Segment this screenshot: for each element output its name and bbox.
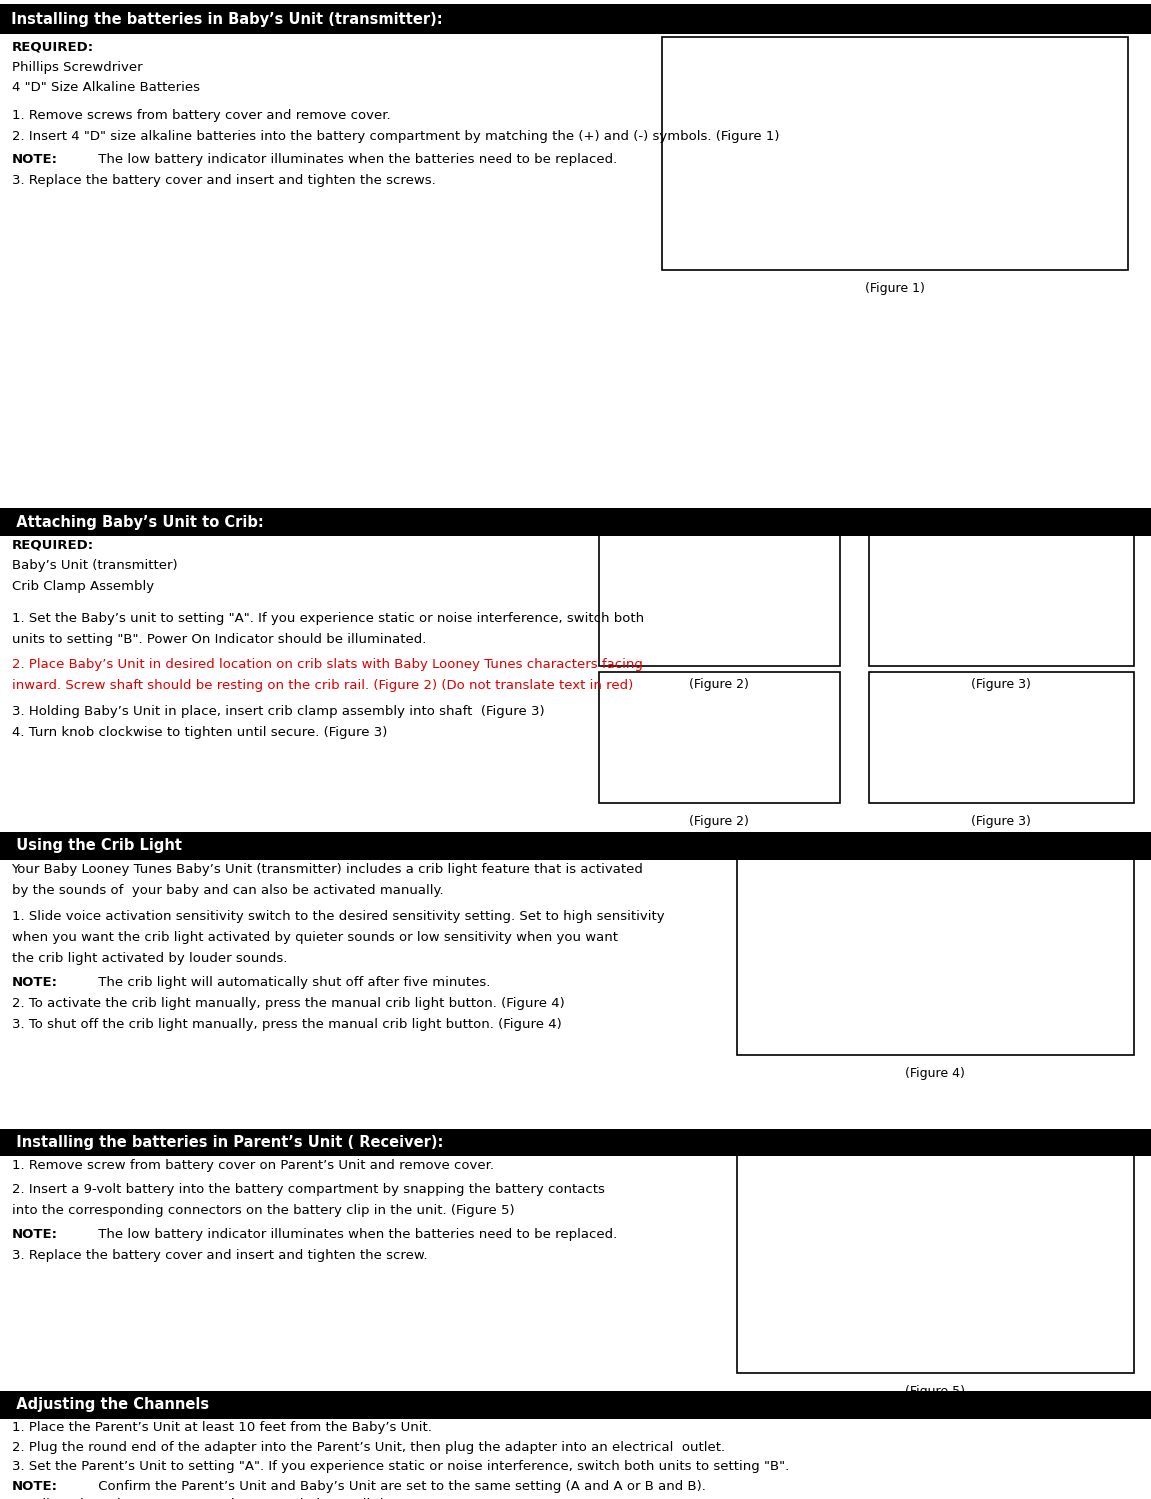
Text: Installing the batteries in Parent’s Unit ( Receiver):: Installing the batteries in Parent’s Uni… [6,1135,443,1150]
Text: REQUIRED:: REQUIRED: [12,538,93,552]
Bar [0,832,1151,860]
Text: NOTE:: NOTE: [12,976,58,989]
Text: 1. Remove screws from battery cover and remove cover.: 1. Remove screws from battery cover and … [12,109,390,123]
Text: Adjusting the Channels: Adjusting the Channels [6,1397,208,1412]
Text: 2. Insert 4 "D" size alkaline batteries into the battery compartment by matching: 2. Insert 4 "D" size alkaline batteries … [12,130,779,144]
Text: (Figure 4): (Figure 4) [905,1067,966,1081]
Text: 1. Slide voice activation sensitivity switch to the desired sensitivity setting.: 1. Slide voice activation sensitivity sw… [12,910,664,923]
Text: inward. Screw shaft should be resting on the crib rail. (Figure 2) (Do not trans: inward. Screw shaft should be resting on… [12,679,633,693]
Text: 1. Place the Parent’s Unit at least 10 feet from the Baby’s Unit.: 1. Place the Parent’s Unit at least 10 f… [12,1421,432,1435]
Text: 1. Set the Baby’s unit to setting "A". If you experience static or noise interfe: 1. Set the Baby’s unit to setting "A". I… [12,612,643,625]
Text: (Figure 2): (Figure 2) [689,678,749,691]
Bar [599,516,840,666]
Text: NOTE:: NOTE: [12,1228,58,1241]
Bar [869,672,1134,803]
Text: 3. Replace the battery cover and insert and tighten the screws.: 3. Replace the battery cover and insert … [12,174,435,187]
Text: by the sounds of  your baby and can also be activated manually.: by the sounds of your baby and can also … [12,884,443,898]
Text: NOTE:: NOTE: [12,153,58,166]
Text: 2. Insert a 9-volt battery into the battery compartment by snapping the battery : 2. Insert a 9-volt battery into the batt… [12,1183,604,1196]
Text: when you want the crib light activated by quieter sounds or low sensitivity when: when you want the crib light activated b… [12,931,617,944]
Bar [0,508,1151,537]
Bar [737,839,1134,1055]
Text: 3. Set the Parent’s Unit to setting "A". If you experience static or noise inter: 3. Set the Parent’s Unit to setting "A".… [12,1460,788,1474]
Text: REQUIRED:: REQUIRED: [12,40,93,54]
Text: 3. Replace the battery cover and insert and tighten the screw.: 3. Replace the battery cover and insert … [12,1249,427,1262]
Text: (Figure 3): (Figure 3) [971,678,1031,691]
Text: Crib Clamp Assembly: Crib Clamp Assembly [12,580,153,594]
Text: The low battery indicator illuminates when the batteries need to be replaced.: The low battery indicator illuminates wh… [94,1228,618,1241]
Text: Phillips Screwdriver: Phillips Screwdriver [12,61,142,75]
Bar [869,516,1134,666]
Text: NOTE:: NOTE: [12,1480,58,1493]
Text: Installing the batteries in Baby’s Unit (transmitter):: Installing the batteries in Baby’s Unit … [6,12,442,27]
Text: (Figure 3): (Figure 3) [971,815,1031,829]
Text: (Figure 1): (Figure 1) [864,282,925,295]
Text: into the corresponding connectors on the battery clip in the unit. (Figure 5): into the corresponding connectors on the… [12,1204,514,1217]
Text: (Figure 2): (Figure 2) [689,815,749,829]
Text: Confirm the Parent’s Unit and Baby’s Unit are set to the same setting (A and A o: Confirm the Parent’s Unit and Baby’s Uni… [94,1480,707,1493]
Text: 2. Place Baby’s Unit in desired location on crib slats with Baby Looney Tunes ch: 2. Place Baby’s Unit in desired location… [12,658,642,672]
Text: Your Baby Looney Tunes Baby’s Unit (transmitter) includes a crib light feature t: Your Baby Looney Tunes Baby’s Unit (tran… [12,863,643,877]
Text: The crib light will automatically shut off after five minutes.: The crib light will automatically shut o… [94,976,490,989]
Bar [599,672,840,803]
Text: the crib light activated by louder sounds.: the crib light activated by louder sound… [12,952,287,965]
Text: 4 "D" Size Alkaline Batteries: 4 "D" Size Alkaline Batteries [12,81,199,94]
Text: 1. Remove screw from battery cover on Parent’s Unit and remove cover.: 1. Remove screw from battery cover on Pa… [12,1159,494,1172]
Bar [0,1391,1151,1418]
Text: 4. Turn knob clockwise to tighten until secure. (Figure 3): 4. Turn knob clockwise to tighten until … [12,726,387,739]
Text: units to setting "B". Power On Indicator should be illuminated.: units to setting "B". Power On Indicator… [12,633,426,646]
Bar [0,4,1151,34]
Text: 3. To shut off the crib light manually, press the manual crib light button. (Fig: 3. To shut off the crib light manually, … [12,1018,562,1031]
Text: 2. To activate the crib light manually, press the manual crib light button. (Fig: 2. To activate the crib light manually, … [12,997,564,1010]
Text: Attaching Baby’s Unit to Crib:: Attaching Baby’s Unit to Crib: [6,514,264,529]
Bar [662,37,1128,270]
Bar [737,1135,1134,1373]
Text: 2. Plug the round end of the adapter into the Parent’s Unit, then plug the adapt: 2. Plug the round end of the adapter int… [12,1441,725,1454]
Text: Baby’s Unit (transmitter): Baby’s Unit (transmitter) [12,559,177,573]
Text: Using the Crib Light: Using the Crib Light [6,838,182,853]
Bar [0,1129,1151,1157]
Text: 3. Holding Baby’s Unit in place, insert crib clamp assembly into shaft  (Figure : 3. Holding Baby’s Unit in place, insert … [12,705,544,718]
Text: (Figure 5): (Figure 5) [905,1385,966,1399]
Text: The low battery indicator illuminates when the batteries need to be replaced.: The low battery indicator illuminates wh… [94,153,618,166]
